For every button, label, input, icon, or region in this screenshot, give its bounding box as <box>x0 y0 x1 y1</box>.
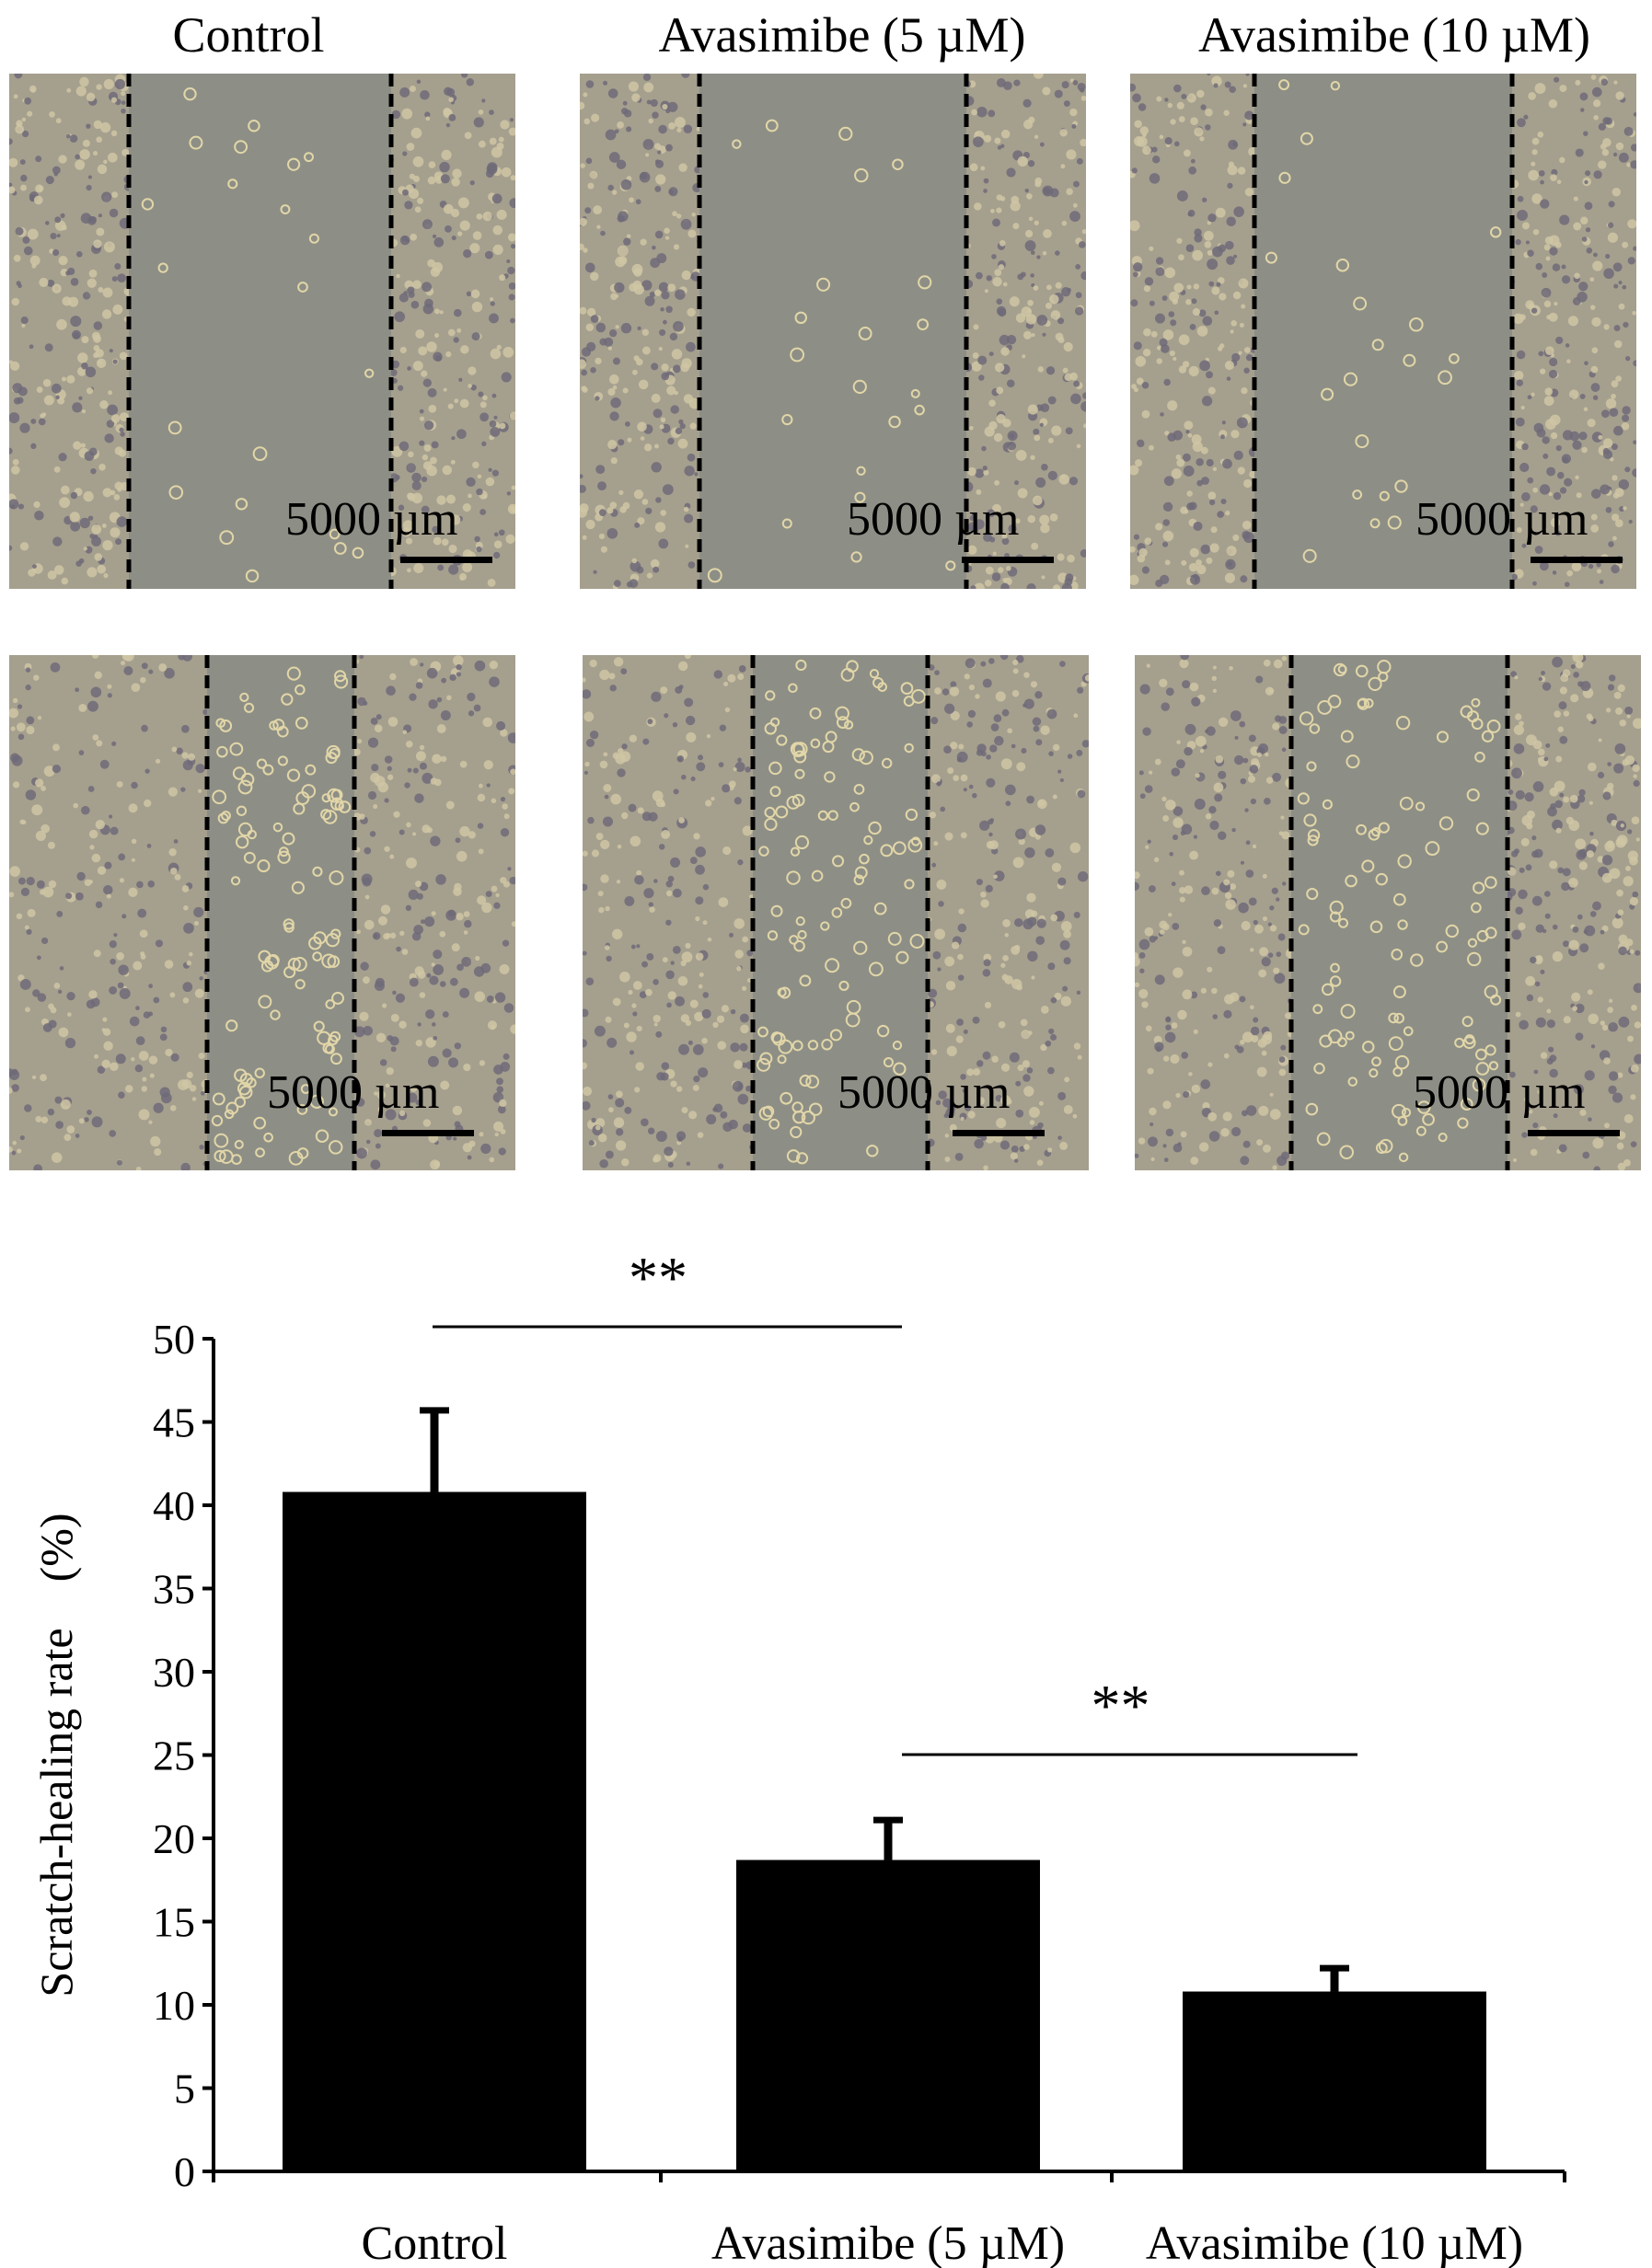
micrograph-panel <box>1130 74 1636 589</box>
micrograph-panel <box>583 655 1089 1170</box>
micrograph-panel <box>580 74 1086 589</box>
scale-bar <box>1528 1130 1620 1136</box>
y-tick-label: 15 <box>153 1899 195 1946</box>
y-tick-label: 45 <box>153 1399 195 1446</box>
scratch-healing-bar-chart: 0 5 10 15 20 25 30 35 40 45 50 Scratch-healing rate… <box>30 1245 1566 2268</box>
scale-bar-label: 5000 µm <box>1413 1066 1586 1119</box>
micrograph-panel <box>1135 655 1641 1170</box>
x-category-label: Avasimibe (10 µM) <box>1146 2217 1523 2268</box>
x-category-label: Control <box>362 2217 508 2268</box>
y-tick-label: 25 <box>153 1733 195 1779</box>
bar-0 <box>283 1491 586 2171</box>
y-tick-label: 0 <box>174 2148 195 2195</box>
y-tick-label: 40 <box>153 1482 195 1529</box>
significance-marker: ** <box>1092 1673 1150 1738</box>
scale-bar-label: 5000 µm <box>838 1066 1011 1119</box>
column-title-avasimibe-5: Avasimibe (5 µM) <box>658 7 1026 63</box>
scale-bar-label: 5000 µm <box>267 1066 440 1119</box>
y-tick-label: 10 <box>153 1982 195 2029</box>
scale-bar <box>382 1130 474 1136</box>
y-tick-label: 35 <box>153 1566 195 1613</box>
y-tick-label: 5 <box>174 2066 195 2113</box>
y-tick-label: 50 <box>153 1316 195 1363</box>
scale-bar <box>400 557 492 563</box>
x-category-label: Avasimibe (5 µM) <box>711 2217 1065 2268</box>
scale-bar-label: 5000 µm <box>285 493 458 546</box>
micrograph-panel <box>9 655 515 1170</box>
scale-bar <box>962 557 1054 563</box>
micrograph-panel <box>9 74 515 589</box>
scale-bar <box>1531 557 1623 563</box>
y-tick-label: 20 <box>153 1815 195 1862</box>
y-axis-label: Scratch-healing rate (%) <box>30 1513 82 1997</box>
scale-bar-label: 5000 µm <box>847 493 1020 546</box>
y-tick-label: 30 <box>153 1649 195 1696</box>
bar-2 <box>1183 1991 1486 2171</box>
column-title-avasimibe-10: Avasimibe (10 µM) <box>1197 7 1591 63</box>
scale-bar-label: 5000 µm <box>1415 493 1588 546</box>
significance-marker: ** <box>629 1245 687 1310</box>
bar-1 <box>736 1859 1040 2171</box>
column-title-control: Control <box>172 7 325 63</box>
scale-bar <box>953 1130 1045 1136</box>
